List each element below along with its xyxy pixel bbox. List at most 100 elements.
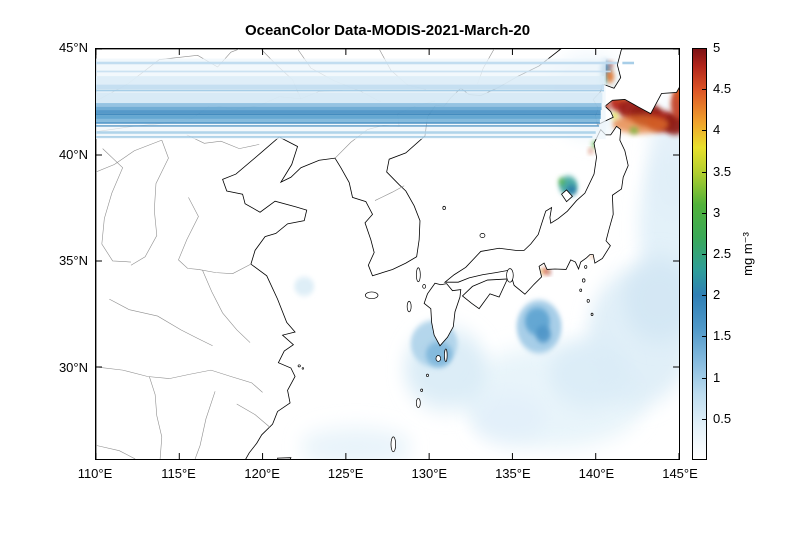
colorbar-tick-mark — [702, 130, 706, 132]
x-tick-label: 145°E — [662, 466, 698, 481]
coastline-kyushu — [424, 283, 461, 346]
speck-ise-bay — [546, 270, 551, 274]
coastline-mainland-asia — [96, 49, 561, 459]
scanline — [96, 89, 605, 92]
x-tick-label: 135°E — [495, 466, 531, 481]
coastline-shikoku — [462, 279, 507, 309]
island-izu — [591, 313, 593, 316]
bloom-hokkaido — [663, 113, 679, 135]
colorbar-tick-label: 1.5 — [713, 328, 732, 344]
colorbar-tick-label: 5 — [713, 40, 721, 55]
colorbar-tick-mark — [702, 295, 706, 297]
scanline — [96, 103, 602, 107]
colorbar-tick-label: 0.5 — [713, 410, 732, 426]
chart-title: OceanColor Data-MODIS-2021-March-20 — [244, 22, 531, 39]
colorbar-tick-label: 2.5 — [713, 246, 732, 261]
colorbar-tick-mark — [702, 89, 706, 91]
scanline — [96, 106, 602, 111]
colorbar-tick-mark — [702, 254, 706, 255]
patch-south-kyushu-core — [425, 341, 453, 367]
x-tick-label: 120°E — [244, 466, 280, 481]
admin-boundary — [96, 445, 135, 459]
admin-boundary — [149, 376, 161, 458]
island-tokara — [426, 374, 428, 377]
coastline-honshu — [445, 126, 628, 294]
coastline-hokkaido — [593, 49, 679, 125]
island-ulleungdo — [443, 206, 446, 209]
island-izu — [585, 265, 587, 268]
admin-boundary — [375, 186, 404, 201]
scanline — [96, 136, 593, 138]
admin-boundary — [96, 140, 162, 172]
colorbar-tick-mark — [702, 171, 706, 173]
cloud-low-chl — [299, 428, 413, 459]
island-taiwan-north-tip — [278, 458, 291, 459]
admin-boundary — [187, 135, 259, 149]
speck-ise-bay — [541, 268, 549, 274]
island-okinawa — [391, 437, 396, 452]
scanline — [96, 92, 603, 104]
y-tick-label: 45°N — [58, 40, 88, 55]
scanline — [96, 113, 601, 116]
x-tick-label: 140°E — [578, 466, 615, 481]
island-zhoushan — [302, 368, 304, 370]
colorbar-tick-label: 3.5 — [713, 163, 732, 179]
colorbar-tick-label: 4.5 — [713, 81, 732, 97]
land-layer — [96, 49, 679, 459]
admin-boundary — [131, 140, 168, 265]
map-plot-area — [95, 48, 680, 460]
island-oki — [480, 233, 485, 237]
scanline — [96, 110, 601, 114]
island-sado — [562, 190, 573, 202]
speck-west-aomori — [588, 149, 593, 154]
bloom-edge-dot — [629, 127, 639, 134]
colorbar-tick-label: 1 — [713, 369, 721, 385]
scanline — [96, 118, 600, 122]
admin-boundary — [203, 271, 250, 343]
scanline — [96, 131, 596, 134]
colorbar-tick-mark — [702, 377, 706, 379]
colorbar-tick-label: 3 — [713, 204, 721, 220]
scanline — [622, 61, 635, 65]
island-awaji — [507, 269, 514, 283]
x-tick-label: 130°E — [411, 466, 448, 481]
cloud-low-chl — [549, 339, 630, 408]
axis-ticks — [96, 49, 679, 459]
island-yakushima — [436, 356, 441, 362]
x-tick-label: 115°E — [161, 466, 196, 481]
scanline — [96, 125, 600, 127]
colorbar-tick-mark — [702, 212, 706, 214]
scanline — [96, 61, 618, 65]
scanline-layer — [96, 58, 635, 140]
island-amami — [416, 398, 420, 407]
bloom-fringe — [612, 114, 670, 134]
admin-boundary — [189, 370, 262, 392]
admin-boundary — [102, 149, 131, 262]
patch-south-shikoku-core — [535, 325, 551, 343]
island-izu — [587, 299, 589, 302]
y-tick-label: 30°N — [58, 359, 88, 375]
y-tick-label: 40°N — [58, 146, 88, 162]
admin-boundary — [237, 404, 270, 427]
island-tanegashima — [444, 349, 447, 362]
y-tick-label: 35°N — [58, 253, 88, 269]
island-iki — [423, 284, 426, 288]
colorbar-gradient — [693, 49, 706, 459]
colorbar-tick-mark — [702, 336, 706, 338]
colorbar — [692, 48, 707, 460]
colorbar-tick-label: 4 — [713, 122, 721, 138]
speck-west-hokkaido — [605, 70, 615, 83]
geo-layer — [96, 49, 679, 459]
scanline — [96, 70, 611, 73]
patch-sea-of-japan — [558, 178, 565, 185]
colorbar-tick-label: 2 — [713, 287, 721, 303]
colorbar-tick-mark — [702, 48, 706, 49]
cloud-low-chl — [472, 394, 546, 442]
admin-boundary — [96, 367, 189, 379]
map-canvas — [96, 49, 679, 459]
cloud-low-chl — [624, 256, 679, 342]
x-tick-label: 110°E — [77, 466, 113, 481]
colorbar-tick-mark — [702, 418, 706, 420]
